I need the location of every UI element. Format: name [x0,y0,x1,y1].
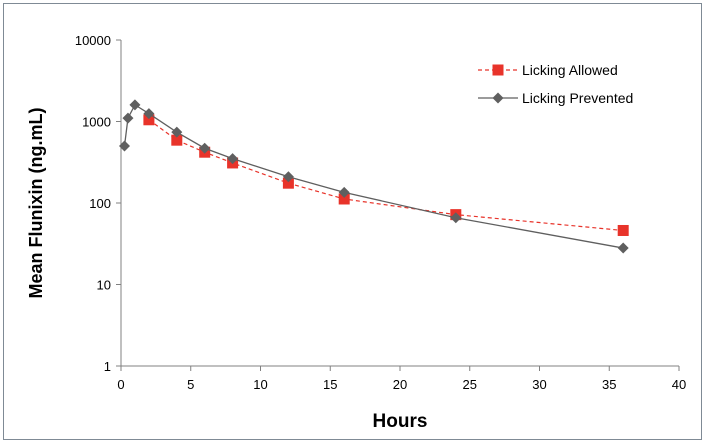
data-point-licking-prevented [227,153,239,165]
x-tick-label: 15 [323,377,337,392]
data-point-licking-prevented [122,112,134,124]
data-point-licking-allowed [171,134,183,146]
x-tick-label: 20 [393,377,407,392]
data-point-licking-prevented [143,108,155,120]
data-point-licking-prevented [118,140,130,152]
x-axis-title: Hours [373,411,428,432]
x-tick-label: 35 [602,377,616,392]
series-line-licking-allowed [148,119,624,232]
x-ticks: 0 5 10 15 20 25 30 35 40 [117,366,686,392]
data-point-licking-prevented [199,142,211,154]
chart-frame [3,3,702,440]
data-point-licking-prevented [450,212,462,224]
x-tick-label: 10 [253,377,267,392]
series-licking-allowed [143,114,629,236]
legend-entry-licking-prevented: Licking Prevented [478,90,633,106]
legend-label-licking-prevented: Licking Prevented [522,90,633,106]
axes [120,40,679,367]
data-point-licking-allowed [338,193,350,205]
legend-entry-licking-allowed: Licking Allowed [478,62,618,78]
y-ticks: 1 10 100 1000 10000 [75,33,121,374]
data-point-licking-allowed [282,177,294,189]
x-tick-label: 30 [532,377,546,392]
data-point-licking-allowed [617,224,629,236]
y-tick-label: 10000 [75,33,111,48]
series-layer [118,99,629,254]
data-point-licking-allowed [143,114,155,126]
x-tick-label: 0 [117,377,124,392]
data-point-licking-prevented [171,126,183,138]
data-point-licking-prevented [282,171,294,183]
y-axis-title: Mean Flunixin (ng.mL) [26,108,46,299]
series-line-licking-prevented [123,103,624,249]
data-point-licking-prevented [129,99,141,111]
legend-marker-licking-allowed [492,64,504,76]
y-tick-label: 10 [97,278,111,293]
data-point-licking-prevented [617,242,629,254]
x-tick-label: 5 [187,377,194,392]
legend-label-licking-allowed: Licking Allowed [522,62,618,78]
legend: Licking Allowed Licking Prevented [478,62,633,106]
y-tick-label: 1 [104,359,111,374]
series-licking-prevented [118,99,629,254]
x-tick-label: 40 [672,377,686,392]
y-tick-label: 1000 [82,115,111,130]
x-tick-label: 25 [463,377,477,392]
legend-marker-licking-prevented [492,92,504,104]
data-point-licking-prevented [338,186,350,198]
y-tick-label: 100 [89,196,111,211]
